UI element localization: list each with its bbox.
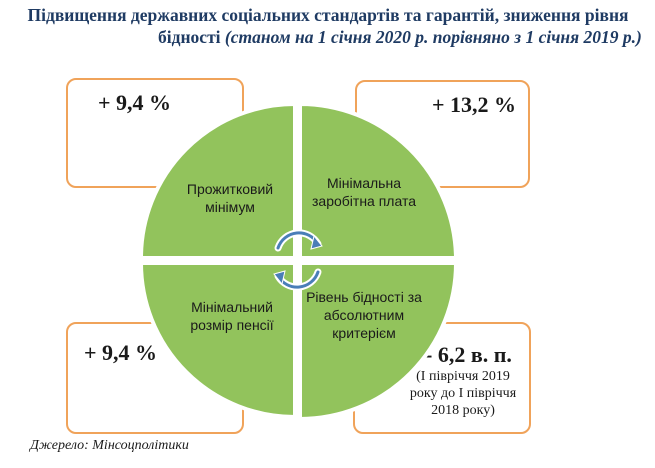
title-line-1: Підвищення державних соціальних стандарт… [27,5,629,25]
label-minimum-wage: Мінімальна заробітна плата [312,175,416,209]
label-subsistence-minimum: Прожитковий мінімум [186,181,274,215]
page-title: Підвищення державних соціальних стандарт… [8,4,648,48]
title-date-range: (станом на 1 січня 2020 р. порівняно з 1… [224,27,642,47]
cycle-arrows-icon [273,229,323,291]
quadrant-bottom-left [138,261,297,420]
label-minimum-pension: Мінімальний розмір пенсії [190,299,274,333]
value-minimum-wage: + 13,2 % [431,92,516,117]
title-line-2: бідності (станом на 1 січня 2020 р. порі… [8,26,648,48]
quadrant-top-left [138,101,297,260]
quadrant-bottom-right [298,261,459,422]
title-main: бідності [158,27,225,47]
source-note: Джерело: Мінсоцполітики [30,438,189,453]
value-poverty-level: - 6,2 в. п. [425,342,512,367]
value-subsistence-minimum: + 9,4 % [98,90,172,115]
poverty-level-note: (І півріччя 2019 року до І півріччя 2018… [409,369,517,418]
value-minimum-pension: + 9,4 % [84,340,158,365]
quadrant-top-right [298,101,459,260]
label-poverty-level: Рівень бідності за абсолютним критерієм [306,289,422,341]
